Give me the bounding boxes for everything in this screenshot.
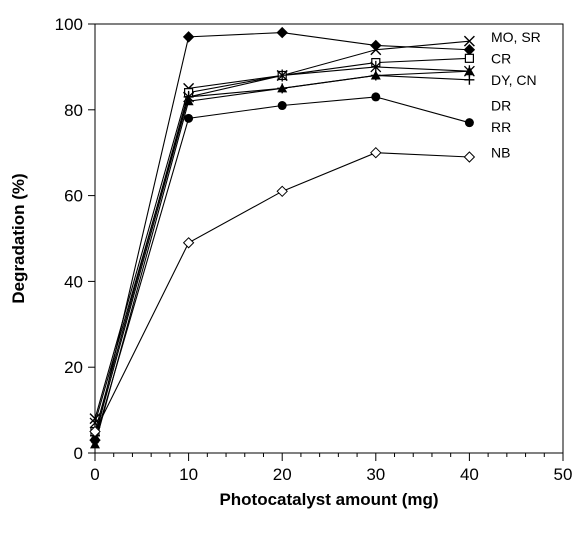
data-point-mo [276,26,288,39]
series-labels: MO, SR CR DY, CN DR RR NB [491,29,541,161]
x-tick-label: 50 [554,465,573,484]
data-point-nb [276,185,288,198]
series-layer [89,26,476,449]
series-line-rr [94,70,470,445]
data-point-sr [370,44,382,56]
series-rr [90,66,475,449]
x-tick-label: 20 [273,465,292,484]
data-point-cr [464,53,474,63]
series-line-dy [94,66,470,424]
data-point-mo [182,31,195,43]
data-point-rr [464,66,475,76]
series-line-cr [94,57,470,432]
series-label: NB [491,145,510,161]
data-point-nb [370,146,382,159]
series-label: RR [491,119,511,135]
data-point-nb [89,425,101,438]
y-tick-label: 60 [64,187,83,206]
series-line-mo [94,32,470,441]
plot-border [94,23,564,454]
data-point-mo [463,44,476,56]
x-axis-title: Photocatalyst amount (mg) [219,490,438,509]
data-point-rr [277,83,288,93]
data-point-dy [276,69,288,82]
plot-frame [94,23,564,454]
y-tick-label: 80 [64,101,83,120]
x-tick-label: 10 [179,465,198,484]
series-cn [90,70,475,441]
x-tick-label: 40 [460,465,479,484]
series-dr [90,92,474,445]
y-tick-label: 20 [64,358,83,377]
series-label: DY, CN [491,72,537,88]
data-point-dr [464,118,474,128]
y-axis-title: Degradation (%) [9,173,28,303]
series-sr [89,35,475,425]
data-point-sr [463,35,475,47]
x-axis: 0 10 20 30 40 50 [90,453,572,484]
series-label: MO, SR [491,29,541,45]
series-cr [90,53,474,437]
series-label: CR [491,50,511,66]
data-point-nb [463,151,476,163]
data-point-rr [183,96,194,106]
series-nb [89,146,476,438]
y-tick-label: 0 [74,444,83,463]
y-axis: 0 20 40 60 80 100 [55,15,95,463]
data-point-dr [184,113,194,123]
x-tick-label: 30 [366,465,385,484]
data-point-nb [182,237,195,249]
data-point-rr [90,439,100,449]
series-label: DR [491,98,511,114]
data-point-rr [370,70,381,80]
data-point-cn [464,74,475,85]
y-tick-label: 40 [64,272,83,291]
series-line-cn [94,74,470,436]
series-line-dr [94,96,470,441]
data-point-dr [371,92,381,102]
x-tick-label: 0 [90,465,99,484]
y-tick-label: 100 [55,15,83,34]
data-point-dr [277,101,287,111]
